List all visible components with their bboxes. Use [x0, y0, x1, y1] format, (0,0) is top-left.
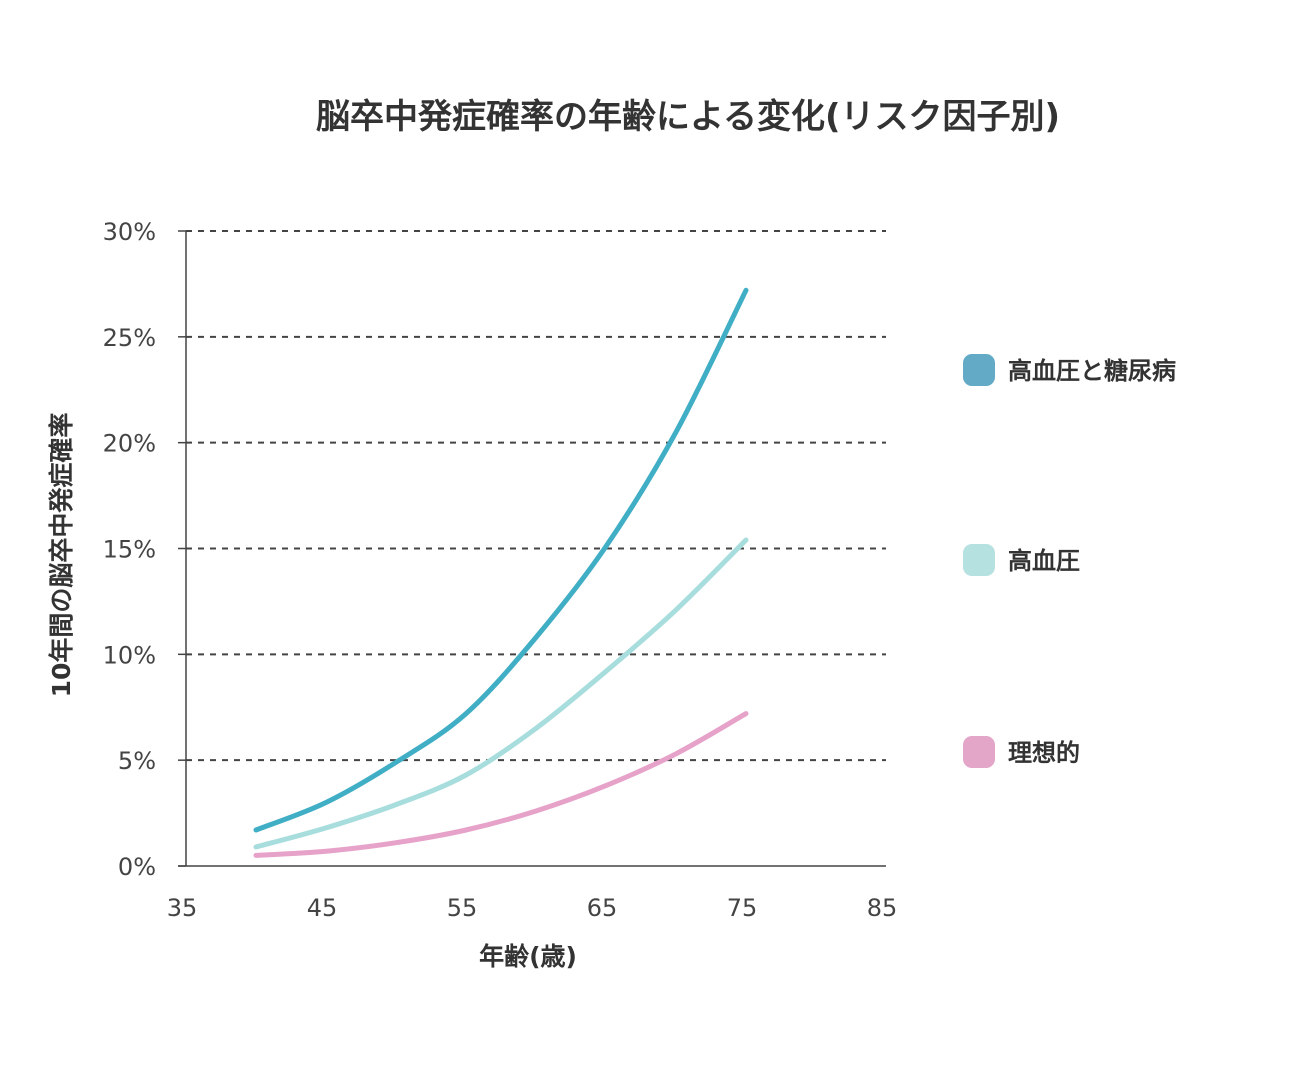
legend-label: 理想的 — [1008, 739, 1080, 767]
legend-swatch — [963, 544, 995, 576]
y-tick-label: 20% — [103, 430, 156, 458]
x-tick-label: 35 — [167, 894, 198, 922]
y-tick-label: 5% — [118, 747, 156, 775]
y-tick-label: 25% — [103, 324, 156, 352]
gridlines — [186, 230, 886, 762]
y-tick-label: 30% — [103, 218, 156, 246]
x-tick-label: 45 — [307, 894, 338, 922]
legend-swatch — [963, 354, 995, 386]
x-axis-label: 年齢(歳) — [479, 942, 577, 971]
x-tick-label: 75 — [727, 894, 758, 922]
series-lines — [253, 287, 749, 858]
series-line — [253, 537, 749, 850]
x-tick-label: 65 — [587, 894, 618, 922]
y-tick-label: 15% — [103, 536, 156, 564]
y-axis-label: 10年間の脳卒中発症確率 — [47, 413, 76, 698]
x-tick-label: 55 — [447, 894, 478, 922]
y-tick-label: 10% — [103, 641, 156, 669]
series-line — [253, 711, 749, 858]
x-tick-labels: 35 45 55 65 75 85 — [167, 894, 898, 922]
legend-label: 高血圧と糖尿病 — [1008, 357, 1176, 385]
legend-label: 高血圧 — [1008, 547, 1080, 575]
y-tick-labels: 0% 5% 10% 15% 20% 25% 30% — [103, 218, 156, 881]
legend-swatch — [963, 736, 995, 768]
x-tick-label: 85 — [867, 894, 898, 922]
y-tick-label: 0% — [118, 853, 156, 881]
series-line — [253, 287, 749, 833]
chart-title: 脳卒中発症確率の年齢による変化(リスク因子別) — [316, 97, 1060, 137]
axes — [178, 230, 886, 867]
